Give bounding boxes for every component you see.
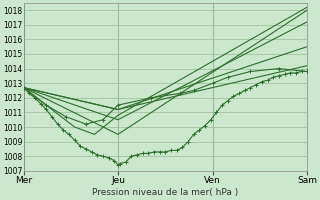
X-axis label: Pression niveau de la mer( hPa ): Pression niveau de la mer( hPa ) <box>92 188 238 197</box>
